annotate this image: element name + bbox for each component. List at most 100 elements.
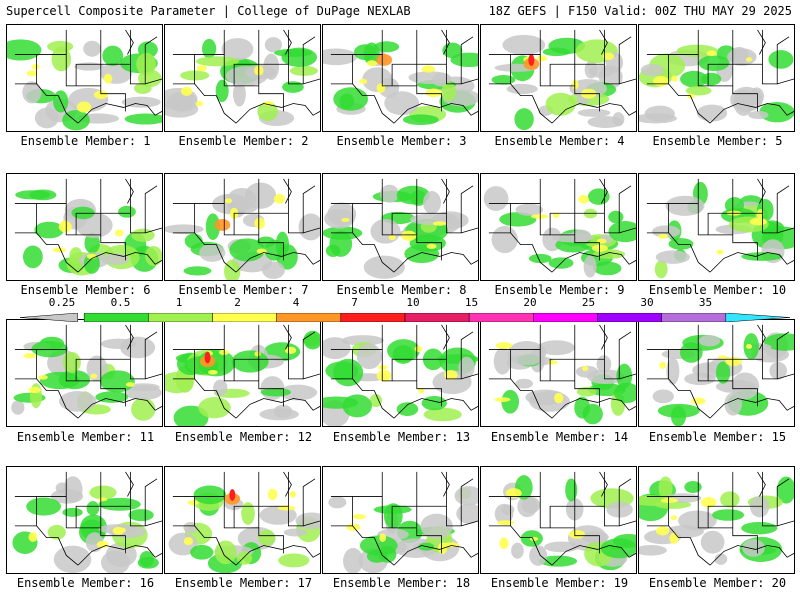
panel-caption-member-13: Ensemble Member: 13 [332, 430, 471, 444]
state-borders [330, 178, 478, 273]
scp-shading [323, 184, 469, 279]
colorbar-tick-label: 30 [640, 296, 654, 309]
scp-shading [639, 476, 794, 565]
colorbar-segment [597, 312, 662, 323]
map-panel-member-3 [322, 24, 479, 132]
map-panel-member-5 [638, 24, 795, 132]
colorbar-tick-label: 35 [698, 296, 713, 309]
state-borders [488, 178, 636, 273]
map-field [165, 29, 320, 126]
state-borders [330, 29, 478, 124]
state-borders [14, 471, 162, 566]
colorbar-tick-label: 15 [464, 296, 479, 309]
scp-shading [652, 181, 794, 279]
map-panel-member-11 [6, 319, 163, 427]
panel-caption-member-4: Ensemble Member: 4 [494, 134, 625, 148]
colorbar [19, 307, 791, 323]
state-borders [14, 178, 162, 273]
colorbar-tick-label: 20 [523, 296, 537, 309]
state-borders [330, 324, 478, 419]
map-field [488, 471, 636, 571]
scp-shading [165, 330, 320, 426]
panel-caption-member-12: Ensemble Member: 12 [174, 430, 313, 444]
map-panel-member-15 [638, 319, 795, 427]
scp-shading [15, 189, 162, 276]
colorbar-segment [276, 312, 342, 323]
panel-caption-member-5: Ensemble Member: 5 [652, 134, 783, 148]
map-field [639, 471, 794, 566]
colorbar-tick-label: 25 [581, 296, 596, 309]
state-borders [172, 178, 320, 273]
scp-shading [328, 486, 478, 573]
panel-caption-member-8: Ensemble Member: 8 [336, 283, 467, 297]
map-panel-member-9 [480, 173, 637, 281]
panel-caption-member-14: Ensemble Member: 14 [490, 430, 629, 444]
colorbar-tick-label: 4 [292, 296, 300, 309]
colorbar-tick-label: 0.5 [110, 296, 131, 309]
colorbar-tick-label: 0.25 [48, 296, 76, 309]
panel-caption-member-7: Ensemble Member: 7 [178, 283, 309, 297]
map-panel-member-20 [638, 466, 795, 574]
map-field [165, 178, 320, 280]
scp-shading [11, 336, 162, 421]
map-panel-member-19 [480, 466, 637, 574]
scp-shading [494, 475, 636, 571]
scp-shading [7, 39, 162, 131]
colorbar-segment [468, 312, 534, 323]
map-field [488, 29, 636, 131]
state-borders [646, 178, 794, 273]
map-panel-member-13 [322, 319, 479, 427]
scp-shading [165, 37, 318, 126]
map-panel-member-1 [6, 24, 163, 132]
colorbar-tick-label: 10 [406, 296, 420, 309]
state-borders [14, 29, 162, 124]
map-panel-member-7 [164, 173, 321, 281]
panel-caption-member-10: Ensemble Member: 10 [648, 283, 787, 297]
scp-shading [168, 485, 320, 573]
colorbar-segment [661, 312, 727, 323]
map-panel-member-18 [322, 466, 479, 574]
state-borders [14, 324, 162, 419]
panel-caption-member-17: Ensemble Member: 17 [174, 576, 313, 590]
map-field [639, 29, 794, 124]
state-borders [488, 29, 636, 124]
panel-caption-member-9: Ensemble Member: 9 [494, 283, 625, 297]
map-panel-member-10 [638, 173, 795, 281]
map-field [7, 29, 162, 131]
state-borders [646, 324, 794, 419]
colorbar-tick-label: 2 [234, 296, 241, 309]
map-field [11, 324, 162, 421]
map-panel-member-4 [480, 24, 637, 132]
colorbar-segment [212, 312, 277, 323]
panel-caption-member-16: Ensemble Member: 16 [16, 576, 155, 590]
colorbar-arrow-left [19, 312, 78, 323]
map-field [646, 324, 794, 426]
state-borders [646, 471, 794, 566]
map-field [323, 178, 478, 279]
scp-shading [491, 34, 625, 131]
state-borders [488, 471, 636, 566]
map-panel-member-14 [480, 319, 637, 427]
scp-shading [493, 340, 636, 425]
map-field [14, 178, 162, 276]
scp-shading [165, 182, 320, 280]
panel-caption-member-1: Ensemble Member: 1 [20, 134, 151, 148]
colorbar-tick-label: 7 [351, 296, 358, 309]
map-field [168, 471, 320, 573]
colorbar-segment [533, 312, 598, 323]
map-field [12, 471, 162, 573]
state-borders [330, 471, 478, 566]
state-borders [172, 471, 320, 566]
map-panel-member-17 [164, 466, 321, 574]
panel-caption-member-19: Ensemble Member: 19 [490, 576, 629, 590]
colorbar-segment [148, 312, 213, 323]
panel-caption-member-15: Ensemble Member: 15 [648, 430, 787, 444]
map-panel-member-6 [6, 173, 163, 281]
state-borders [172, 29, 320, 124]
panel-caption-member-20: Ensemble Member: 20 [648, 576, 787, 590]
map-panel-member-8 [322, 173, 479, 281]
panel-caption-member-3: Ensemble Member: 3 [336, 134, 467, 148]
colorbar-segment [83, 312, 149, 323]
scp-shading [483, 186, 636, 278]
header-valid-time: 18Z GEFS | F150 Valid: 00Z THU MAY 29 20… [488, 4, 792, 18]
